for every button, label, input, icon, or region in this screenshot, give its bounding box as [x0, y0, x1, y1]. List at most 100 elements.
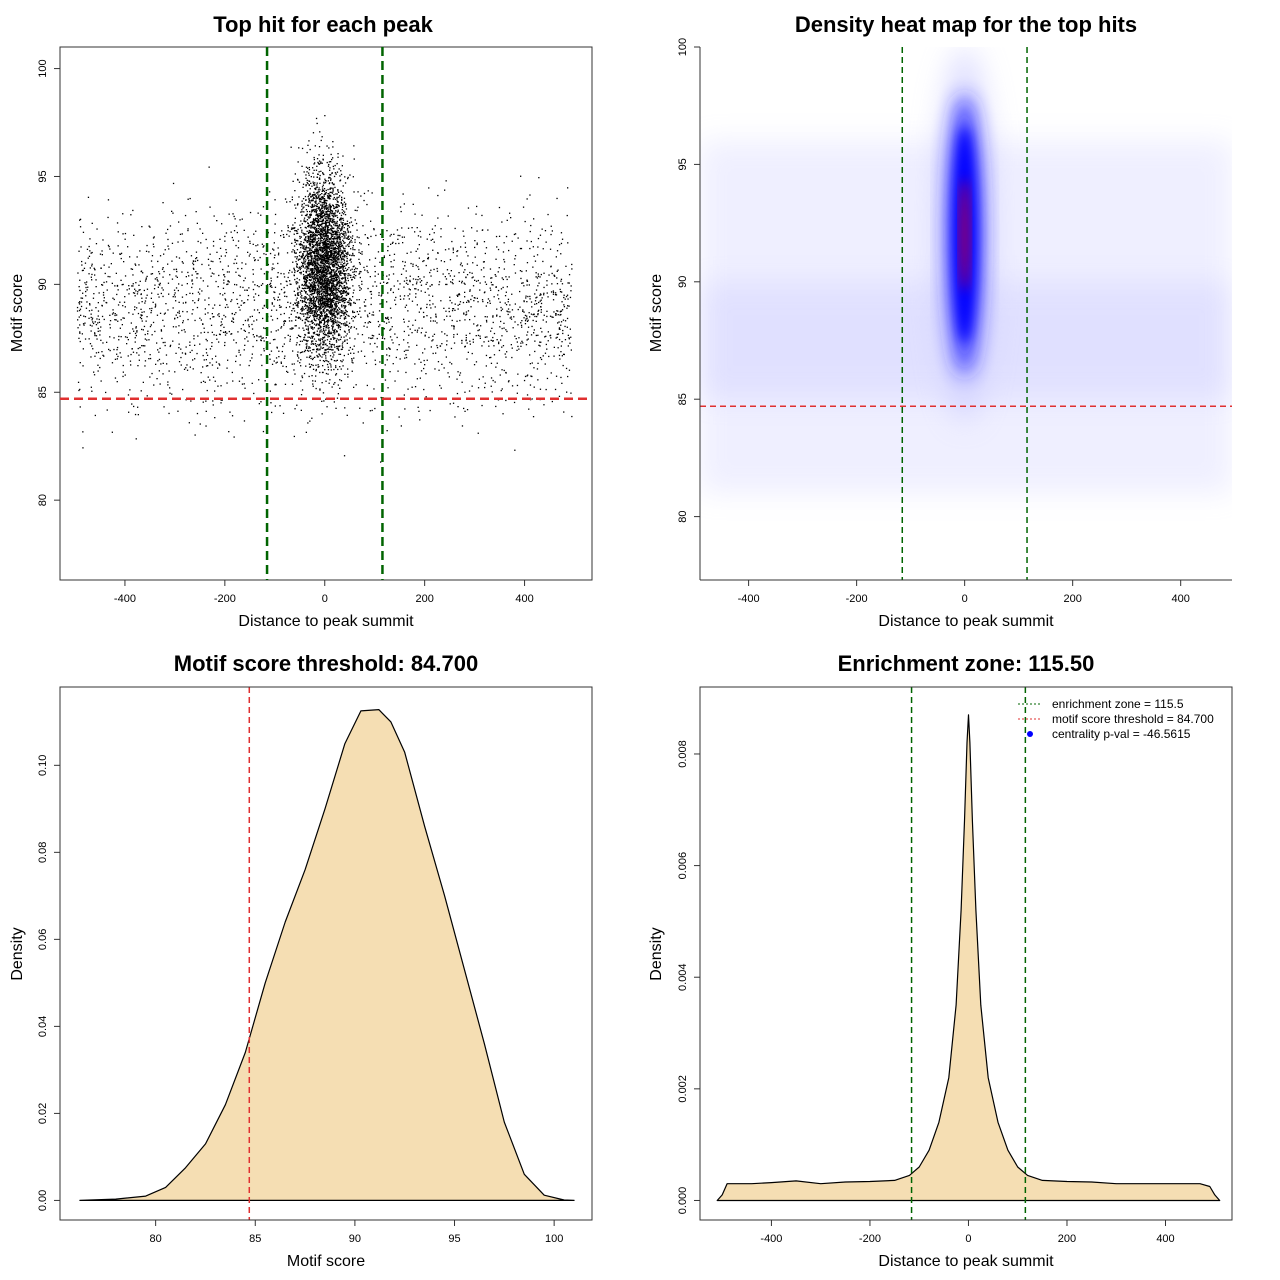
- scatter-point: [443, 319, 445, 321]
- scatter-point: [415, 278, 417, 281]
- scatter-point: [452, 283, 454, 285]
- scatter-point: [240, 304, 242, 306]
- scatter-point: [304, 299, 306, 301]
- scatter-point: [109, 314, 111, 316]
- scatter-point: [511, 385, 514, 387]
- scatter-point: [305, 272, 307, 274]
- scatter-point: [283, 273, 285, 275]
- scatter-point: [297, 294, 299, 296]
- scatter-point: [227, 265, 229, 267]
- scatter-point: [506, 219, 508, 221]
- scatter-point: [212, 400, 214, 402]
- scatter-point: [312, 364, 314, 367]
- scatter-point: [328, 329, 330, 331]
- scatter-point: [328, 195, 330, 198]
- scatter-point: [326, 289, 328, 291]
- scatter-point: [181, 296, 184, 298]
- scatter-point: [320, 228, 323, 231]
- scatter-point: [335, 306, 337, 308]
- scatter-point: [318, 278, 320, 280]
- scatter-point: [543, 292, 545, 294]
- scatter-point: [212, 307, 214, 309]
- scatter-point: [153, 384, 155, 386]
- scatter-point: [329, 338, 332, 340]
- scatter-point: [232, 239, 234, 241]
- scatter-point: [526, 317, 528, 319]
- scatter-point: [456, 333, 458, 335]
- scatter-point: [463, 282, 465, 284]
- scatter-point: [309, 240, 311, 243]
- scatter-point: [101, 254, 103, 256]
- scatter-point: [332, 300, 334, 302]
- scatter-point: [317, 216, 319, 218]
- scatter-point: [157, 280, 159, 282]
- scatter-point: [312, 383, 314, 385]
- scatter-point: [313, 307, 315, 309]
- scatter-point: [335, 237, 337, 240]
- scatter-point: [570, 349, 572, 351]
- scatter-point: [330, 213, 332, 215]
- scatter-point: [341, 266, 343, 268]
- scatter-point: [113, 298, 115, 301]
- scatter-point: [323, 188, 326, 190]
- scatter-point: [314, 356, 316, 358]
- scatter-point: [403, 350, 406, 352]
- scatter-point: [466, 409, 469, 411]
- scatter-point: [146, 275, 148, 278]
- scatter-point: [544, 352, 547, 354]
- scatter-point: [144, 351, 146, 353]
- scatter-point: [211, 345, 213, 347]
- scatter-point: [134, 337, 136, 339]
- scatter-point: [326, 205, 328, 207]
- scatter-point: [309, 324, 311, 326]
- scatter-point: [514, 255, 517, 257]
- scatter-point: [298, 327, 300, 329]
- scatter-point: [341, 312, 343, 314]
- scatter-point: [86, 301, 88, 303]
- scatter-point: [387, 292, 389, 294]
- scatter-point: [327, 284, 330, 286]
- scatter-point: [343, 285, 345, 287]
- scatter-point: [482, 261, 485, 263]
- scatter-point: [123, 317, 125, 319]
- scatter-point: [311, 341, 313, 343]
- scatter-point: [195, 211, 197, 213]
- scatter-point: [554, 388, 557, 391]
- scatter-point: [328, 320, 330, 322]
- scatter-point: [313, 318, 315, 320]
- scatter-point: [82, 447, 84, 449]
- scatter-point: [239, 294, 241, 297]
- scatter-point: [448, 307, 450, 309]
- scatter-point: [334, 221, 336, 223]
- scatter-point: [327, 236, 329, 239]
- scatter-point: [429, 271, 431, 274]
- scatter-point: [331, 320, 334, 322]
- scatter-point: [253, 257, 255, 259]
- scatter-point: [334, 297, 336, 299]
- scatter-point: [156, 378, 158, 380]
- scatter-point: [378, 333, 380, 335]
- scatter-point: [316, 290, 319, 292]
- scatter-point: [319, 264, 321, 267]
- scatter-point: [412, 324, 414, 326]
- scatter-point: [315, 364, 317, 366]
- scatter-point: [337, 261, 339, 263]
- scatter-point: [317, 255, 320, 258]
- scatter-point: [331, 274, 333, 276]
- scatter-point: [310, 279, 312, 281]
- scatter-point: [430, 320, 432, 322]
- scatter-point: [337, 227, 339, 229]
- scatter-point: [309, 262, 311, 265]
- scatter-point: [344, 307, 346, 309]
- scatter-point: [305, 347, 308, 349]
- scatter-point: [483, 261, 485, 263]
- scatter-point: [178, 301, 180, 303]
- scatter-point: [347, 279, 349, 282]
- scatter-point: [235, 312, 237, 314]
- scatter-point: [535, 272, 537, 274]
- scatter-point: [325, 289, 327, 291]
- scatter-point: [323, 281, 325, 283]
- scatter-point: [319, 340, 321, 342]
- scatter-point: [111, 362, 114, 364]
- scatter-point: [305, 287, 307, 289]
